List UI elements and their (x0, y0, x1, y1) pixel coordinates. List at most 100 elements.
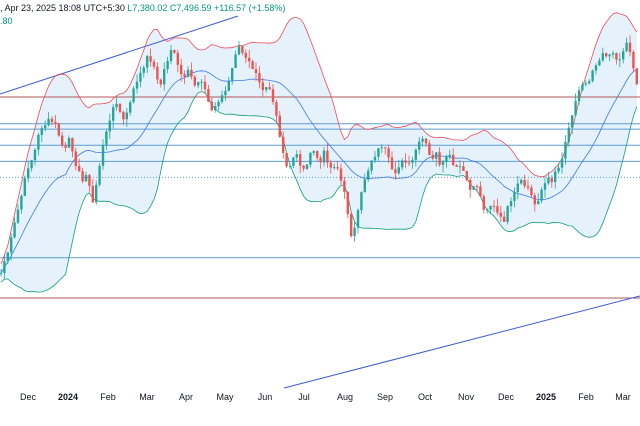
candle-body (472, 186, 475, 190)
candle-body (567, 127, 570, 142)
candle-body (322, 150, 326, 163)
candle-body (231, 67, 234, 81)
candle-body (326, 150, 329, 163)
candle-body (397, 167, 400, 174)
candle-body (465, 170, 468, 181)
candle-body (503, 216, 506, 222)
header-indicator-value: .80 (0, 16, 13, 26)
candle-body (625, 42, 628, 52)
candle-body (40, 128, 43, 135)
candle-body (84, 175, 88, 182)
candle-body (302, 165, 305, 169)
candle-body (20, 195, 23, 210)
candle-body (540, 189, 543, 201)
candle-body (319, 157, 322, 163)
candle-body (486, 209, 489, 211)
candle-body (435, 152, 438, 159)
candle-body (190, 69, 193, 77)
candle-body (499, 212, 502, 217)
candle-body (163, 69, 166, 85)
candle-body (533, 195, 536, 205)
candle-body (632, 52, 635, 69)
candle-body (271, 89, 275, 103)
candle-body (458, 166, 462, 168)
x-tick-label-15: Mar (615, 392, 631, 402)
candle-body (139, 72, 142, 82)
candle-body (496, 206, 499, 213)
candle-body (57, 123, 60, 136)
candle-body (526, 186, 530, 188)
candle-body (309, 152, 312, 165)
candle-body (180, 64, 183, 75)
x-tick-label-4: Apr (179, 392, 193, 402)
candle-body (54, 122, 57, 124)
candle-body (135, 81, 139, 89)
candle-body (6, 252, 9, 262)
x-tick-label-10: Oct (418, 392, 433, 402)
candle-body (0, 273, 3, 275)
candle-body (234, 54, 237, 68)
candle-body (30, 160, 33, 169)
candle-body (428, 143, 431, 155)
candle-body (118, 103, 122, 112)
candle-body (333, 167, 336, 169)
candle-body (214, 106, 217, 111)
candle-body (112, 107, 115, 121)
candle-body (384, 147, 387, 149)
candle-body (560, 158, 564, 168)
candle-body (356, 210, 360, 228)
x-tick-label-8: Aug (337, 392, 353, 402)
candle-body (183, 74, 186, 77)
x-tick-label-13: 2025 (536, 392, 556, 402)
candle-body (516, 183, 519, 193)
candle-body (74, 151, 77, 166)
candle-body (588, 81, 591, 84)
candle-body (543, 183, 547, 190)
legend-header: , Apr 23, 2025 18:08 UTC+5:30 L7,380.02 … (0, 2, 285, 28)
candle-body (254, 69, 258, 74)
x-tick-label-12: Dec (498, 392, 515, 402)
candle-body (339, 168, 343, 181)
candle-body (377, 148, 380, 157)
candle-body (244, 52, 247, 58)
candle-body (390, 157, 394, 170)
candle-body (44, 125, 47, 129)
candle-body (594, 65, 598, 71)
candle-body (550, 178, 553, 182)
candle-body (142, 67, 145, 73)
candle-body (197, 82, 200, 86)
candle-body (414, 149, 417, 160)
candle-body (628, 42, 632, 53)
candle-body (71, 138, 74, 152)
candle-body (292, 157, 295, 166)
candle-body (571, 115, 574, 128)
candle-body (411, 159, 414, 163)
x-tick-label-0: Dec (20, 392, 37, 402)
candle-body (581, 84, 584, 91)
header-close: C7,496.59 (169, 3, 212, 13)
candle-body (329, 162, 332, 168)
candle-body (146, 56, 149, 68)
candle-body (295, 154, 298, 158)
candle-body (492, 205, 496, 207)
candle-body (129, 102, 132, 113)
candle-body (350, 214, 353, 237)
candle-body (207, 89, 210, 102)
candle-body (353, 227, 356, 237)
candle-body (268, 87, 271, 90)
candle-body (418, 141, 421, 150)
candle-body (67, 138, 71, 148)
candle-body (367, 170, 370, 180)
upper-band-line (0, 12, 638, 264)
candle-body (156, 66, 159, 80)
candle-body (611, 53, 615, 55)
candle-body (305, 164, 309, 169)
header-change: +116.57 (+1.58%) (213, 3, 286, 13)
candle-body (475, 186, 479, 188)
candle-body (125, 112, 128, 120)
candle-body (288, 165, 292, 167)
candle-body (373, 156, 377, 161)
candle-body (438, 152, 441, 165)
